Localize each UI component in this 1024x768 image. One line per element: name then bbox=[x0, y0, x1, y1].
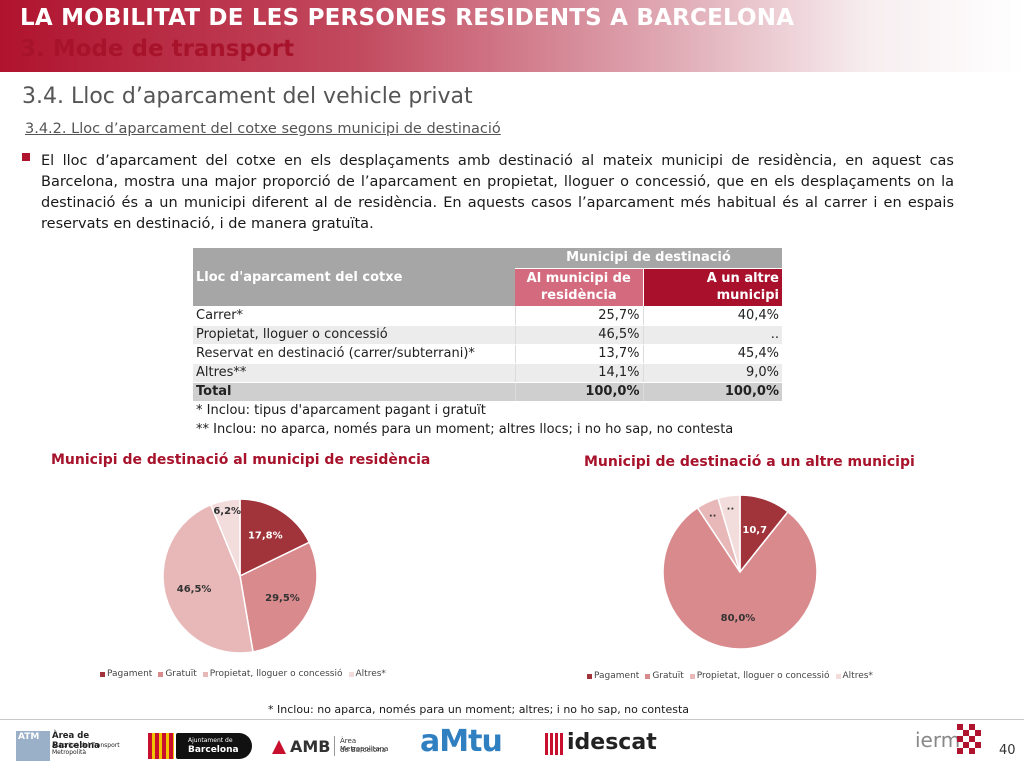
legend-item: Altres* bbox=[348, 669, 386, 679]
table-footnote-1: * Inclou: tipus d'aparcament pagant i gr… bbox=[196, 403, 486, 418]
legend-swatch bbox=[835, 673, 841, 679]
page-title: LA MOBILITAT DE LES PERSONES RESIDENTS A… bbox=[20, 5, 795, 31]
section-title: 3.4. Lloc d’aparcament del vehicle priva… bbox=[22, 84, 473, 109]
legend-swatch bbox=[348, 671, 354, 677]
amb-logo: AMB Àrea Metropolitana de Barcelona bbox=[272, 734, 402, 760]
legend-swatch bbox=[100, 671, 105, 677]
pie-slice-pagament bbox=[239, 498, 311, 578]
total-value-other: 100,0% bbox=[642, 382, 782, 402]
row-value-other: 9,0% bbox=[642, 363, 782, 383]
legend-label: Pagament bbox=[594, 671, 640, 681]
atm-logo: ATM Àrea de Barcelona Autoritat del Tran… bbox=[16, 729, 128, 763]
pie-chart-2-title: Municipi de destinació a un altre munici… bbox=[584, 454, 915, 470]
pie-chart-1-legend: Pagament Gratuït Propietat, lloguer o conc… bbox=[100, 669, 392, 679]
pie-slice-altres- bbox=[717, 494, 741, 573]
bottom-footnote: * Inclou: no aparca, només para un momen… bbox=[268, 703, 689, 716]
table-row: Carrer* 25,7% 40,4% bbox=[193, 306, 782, 326]
iermb-mark-icon bbox=[957, 724, 981, 754]
table-row: Reservat en destinació (carrer/subterran… bbox=[193, 344, 782, 364]
row-value-residence: 14,1% bbox=[514, 363, 643, 383]
bullet-icon bbox=[22, 153, 30, 161]
legend-item: Propietat, lloguer o concessió bbox=[202, 669, 343, 679]
pie-slice-gratu-t bbox=[239, 541, 318, 653]
legend-item: Gratuït bbox=[645, 671, 684, 681]
footer-divider bbox=[0, 719, 1024, 720]
row-value-other: 45,4% bbox=[642, 344, 782, 364]
pie-slice-gratu-t bbox=[662, 506, 818, 650]
legend-swatch bbox=[202, 671, 208, 677]
pie-chart-2: 10,7 80,0%.... bbox=[662, 494, 818, 650]
pie-chart-2-legend: Pagament Gratuït Propietat, lloguer o conc… bbox=[587, 671, 879, 681]
legend-label: Gratuït bbox=[652, 671, 684, 681]
header-band bbox=[0, 0, 1024, 72]
pie-chart-1: 17,8% 29,5% 46,5% 6,2% bbox=[162, 498, 318, 654]
pie-data-label: 80,0% bbox=[721, 613, 756, 624]
row-value-other: 40,4% bbox=[642, 306, 782, 326]
page-subtitle: 3. Mode de transport bbox=[20, 36, 295, 62]
table-row: Propietat, lloguer o concessió 46,5% .. bbox=[193, 325, 782, 345]
row-value-other: .. bbox=[642, 325, 782, 345]
row-label: Reservat en destinació (carrer/subterran… bbox=[193, 344, 515, 364]
pie-slice-altres- bbox=[209, 498, 241, 577]
pie-chart-1-title: Municipi de destinació al municipi de re… bbox=[51, 452, 431, 468]
pie-slice-propietat-lloguer-o-concessi- bbox=[162, 503, 254, 654]
page-number: 40 bbox=[999, 743, 1016, 758]
row-label: Propietat, lloguer o concessió bbox=[193, 325, 515, 345]
row-value-residence: 13,7% bbox=[514, 344, 643, 364]
legend-item: Gratuït bbox=[158, 669, 197, 679]
row-value-residence: 25,7% bbox=[514, 306, 643, 326]
ajuntament-logo: Ajuntament de Barcelona bbox=[148, 731, 254, 761]
pie-data-label: .. bbox=[727, 501, 735, 512]
legend-item: Altres* bbox=[835, 671, 873, 681]
legend-swatch bbox=[587, 673, 592, 679]
row-label: Carrer* bbox=[193, 306, 515, 326]
iermb-logo: ierm bbox=[915, 722, 985, 758]
legend-label: Altres* bbox=[842, 671, 873, 681]
table-total-row: Total 100,0% 100,0% bbox=[193, 382, 782, 402]
total-value-residence: 100,0% bbox=[514, 382, 643, 402]
legend-item: Pagament bbox=[100, 669, 152, 679]
idescat-logo: idescat bbox=[545, 730, 657, 760]
pie-data-label: 10,7 bbox=[742, 525, 767, 536]
table-group-header: Municipi de destinació bbox=[515, 248, 782, 268]
total-label: Total bbox=[193, 382, 515, 402]
legend-swatch bbox=[158, 671, 164, 677]
legend-label: Pagament bbox=[107, 669, 153, 679]
pie-data-label: 46,5% bbox=[177, 584, 212, 595]
legend-swatch bbox=[689, 673, 695, 679]
table-row-header: Lloc d'aparcament del cotxe bbox=[193, 248, 515, 306]
legend-label: Propietat, lloguer o concessió bbox=[696, 671, 830, 681]
table-col-header-residence: Al municipi de residència bbox=[515, 267, 644, 306]
legend-swatch bbox=[645, 673, 651, 679]
pie-data-label: .. bbox=[709, 508, 717, 519]
body-paragraph: El lloc d’aparcament del cotxe en els de… bbox=[41, 153, 954, 232]
row-label: Altres** bbox=[193, 363, 515, 383]
legend-label: Propietat, lloguer o concessió bbox=[209, 669, 343, 679]
pie-data-label: 29,5% bbox=[265, 593, 300, 604]
table-footnote-2: ** Inclou: no aparca, només para un mome… bbox=[196, 422, 734, 437]
subsection-title: 3.4.2. Lloc d’aparcament del cotxe segon… bbox=[25, 121, 501, 137]
pie-data-label: 17,8% bbox=[248, 531, 283, 542]
row-value-residence: 46,5% bbox=[514, 325, 643, 345]
legend-item: Pagament bbox=[587, 671, 639, 681]
parking-table: Lloc d'aparcament del cotxe Municipi de … bbox=[193, 248, 782, 402]
amtu-logo: aMtu bbox=[420, 724, 503, 759]
table-col-header-other: A un altre municipi bbox=[643, 267, 782, 306]
legend-label: Gratuït bbox=[165, 669, 197, 679]
table-row: Altres** 14,1% 9,0% bbox=[193, 363, 782, 383]
legend-label: Altres* bbox=[355, 669, 386, 679]
pie-data-label: 6,2% bbox=[213, 506, 241, 517]
legend-item: Propietat, lloguer o concessió bbox=[689, 671, 830, 681]
